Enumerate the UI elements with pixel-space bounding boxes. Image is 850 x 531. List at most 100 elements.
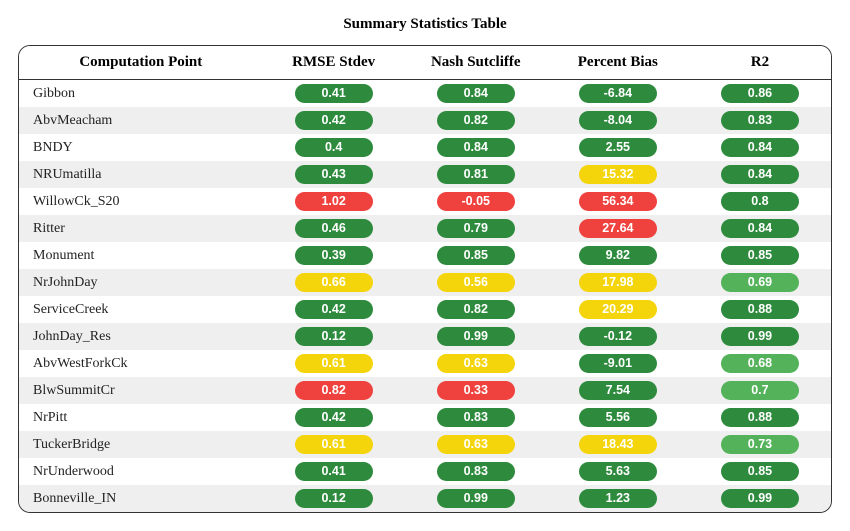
metric-cell-nash: 0.63 — [405, 431, 547, 458]
metric-pill: 27.64 — [579, 219, 657, 238]
metric-cell-r2: 0.99 — [689, 323, 831, 350]
metric-cell-nash: 0.84 — [405, 134, 547, 161]
page-root: Summary Statistics Table Computation Poi… — [0, 0, 850, 531]
metric-cell-pbias: 9.82 — [547, 242, 689, 269]
table-row: TuckerBridge0.610.6318.430.73 — [19, 431, 831, 458]
metric-pill: 0.81 — [437, 165, 515, 184]
metric-cell-pbias: 27.64 — [547, 215, 689, 242]
metric-cell-nash: 0.56 — [405, 269, 547, 296]
metric-cell-rmse: 0.41 — [263, 458, 405, 485]
metric-cell-r2: 0.73 — [689, 431, 831, 458]
metric-pill: 0.82 — [295, 381, 373, 400]
computation-point-name: Monument — [19, 242, 263, 269]
metric-cell-pbias: -9.01 — [547, 350, 689, 377]
computation-point-name: AbvMeacham — [19, 107, 263, 134]
metric-cell-r2: 0.84 — [689, 161, 831, 188]
metric-cell-r2: 0.85 — [689, 242, 831, 269]
metric-cell-rmse: 0.42 — [263, 296, 405, 323]
metric-pill: 5.63 — [579, 462, 657, 481]
metric-cell-pbias: 2.55 — [547, 134, 689, 161]
table-row: Bonneville_IN0.120.991.230.99 — [19, 485, 831, 512]
computation-point-name: Bonneville_IN — [19, 485, 263, 512]
table-row: BlwSummitCr0.820.337.540.7 — [19, 377, 831, 404]
table-row: WillowCk_S201.02-0.0556.340.8 — [19, 188, 831, 215]
metric-cell-pbias: 20.29 — [547, 296, 689, 323]
metric-pill: 0.39 — [295, 246, 373, 265]
col-header: R2 — [689, 46, 831, 80]
metric-pill: 0.61 — [295, 354, 373, 373]
metric-pill: 0.79 — [437, 219, 515, 238]
table-row: Gibbon0.410.84-6.840.86 — [19, 80, 831, 108]
metric-cell-rmse: 0.82 — [263, 377, 405, 404]
metric-pill: -0.05 — [437, 192, 515, 211]
metric-pill: 0.83 — [437, 462, 515, 481]
metric-cell-r2: 0.83 — [689, 107, 831, 134]
metric-cell-nash: 0.81 — [405, 161, 547, 188]
metric-pill: 0.84 — [721, 138, 799, 157]
metric-cell-rmse: 0.4 — [263, 134, 405, 161]
computation-point-name: NRUmatilla — [19, 161, 263, 188]
metric-pill: 1.02 — [295, 192, 373, 211]
metric-cell-nash: 0.83 — [405, 458, 547, 485]
metric-pill: 0.4 — [295, 138, 373, 157]
metric-pill: 0.84 — [437, 84, 515, 103]
metric-pill: -9.01 — [579, 354, 657, 373]
metric-cell-pbias: 7.54 — [547, 377, 689, 404]
computation-point-name: NrPitt — [19, 404, 263, 431]
table-row: AbvWestForkCk0.610.63-9.010.68 — [19, 350, 831, 377]
col-header: Computation Point — [19, 46, 263, 80]
metric-pill: 0.88 — [721, 408, 799, 427]
metric-cell-pbias: -0.12 — [547, 323, 689, 350]
metric-cell-pbias: -6.84 — [547, 80, 689, 108]
metric-cell-pbias: 1.23 — [547, 485, 689, 512]
computation-point-name: Ritter — [19, 215, 263, 242]
metric-pill: 0.12 — [295, 327, 373, 346]
metric-pill: 0.82 — [437, 111, 515, 130]
metric-pill: 0.8 — [721, 192, 799, 211]
metric-cell-r2: 0.84 — [689, 134, 831, 161]
metric-pill: 0.84 — [437, 138, 515, 157]
metric-cell-rmse: 0.42 — [263, 107, 405, 134]
metric-pill: 0.85 — [437, 246, 515, 265]
metric-cell-nash: -0.05 — [405, 188, 547, 215]
metric-cell-r2: 0.84 — [689, 215, 831, 242]
computation-point-name: BNDY — [19, 134, 263, 161]
metric-pill: 0.69 — [721, 273, 799, 292]
metric-cell-nash: 0.99 — [405, 485, 547, 512]
computation-point-name: JohnDay_Res — [19, 323, 263, 350]
metric-cell-r2: 0.8 — [689, 188, 831, 215]
metric-cell-nash: 0.99 — [405, 323, 547, 350]
metric-cell-rmse: 0.66 — [263, 269, 405, 296]
table-row: NRUmatilla0.430.8115.320.84 — [19, 161, 831, 188]
metric-pill: -8.04 — [579, 111, 657, 130]
computation-point-name: Gibbon — [19, 80, 263, 108]
metric-cell-r2: 0.88 — [689, 404, 831, 431]
metric-pill: 0.41 — [295, 462, 373, 481]
metric-cell-pbias: 5.56 — [547, 404, 689, 431]
table-row: NrUnderwood0.410.835.630.85 — [19, 458, 831, 485]
metric-cell-rmse: 0.12 — [263, 323, 405, 350]
metric-pill: 0.73 — [721, 435, 799, 454]
metric-pill: 0.33 — [437, 381, 515, 400]
metric-pill: 1.23 — [579, 489, 657, 508]
metric-pill: 5.56 — [579, 408, 657, 427]
computation-point-name: BlwSummitCr — [19, 377, 263, 404]
metric-cell-rmse: 0.61 — [263, 431, 405, 458]
metric-pill: 0.99 — [437, 489, 515, 508]
computation-point-name: ServiceCreek — [19, 296, 263, 323]
computation-point-name: WillowCk_S20 — [19, 188, 263, 215]
metric-cell-r2: 0.86 — [689, 80, 831, 108]
metric-pill: 0.61 — [295, 435, 373, 454]
metric-cell-nash: 0.82 — [405, 107, 547, 134]
table-container: Computation Point RMSE Stdev Nash Sutcli… — [18, 45, 832, 513]
metric-pill: -0.12 — [579, 327, 657, 346]
metric-cell-nash: 0.63 — [405, 350, 547, 377]
computation-point-name: AbvWestForkCk — [19, 350, 263, 377]
metric-pill: 15.32 — [579, 165, 657, 184]
metric-pill: 0.84 — [721, 165, 799, 184]
metric-pill: 7.54 — [579, 381, 657, 400]
metric-cell-pbias: 18.43 — [547, 431, 689, 458]
col-header: Nash Sutcliffe — [405, 46, 547, 80]
table-row: NrJohnDay0.660.5617.980.69 — [19, 269, 831, 296]
metric-cell-pbias: 15.32 — [547, 161, 689, 188]
